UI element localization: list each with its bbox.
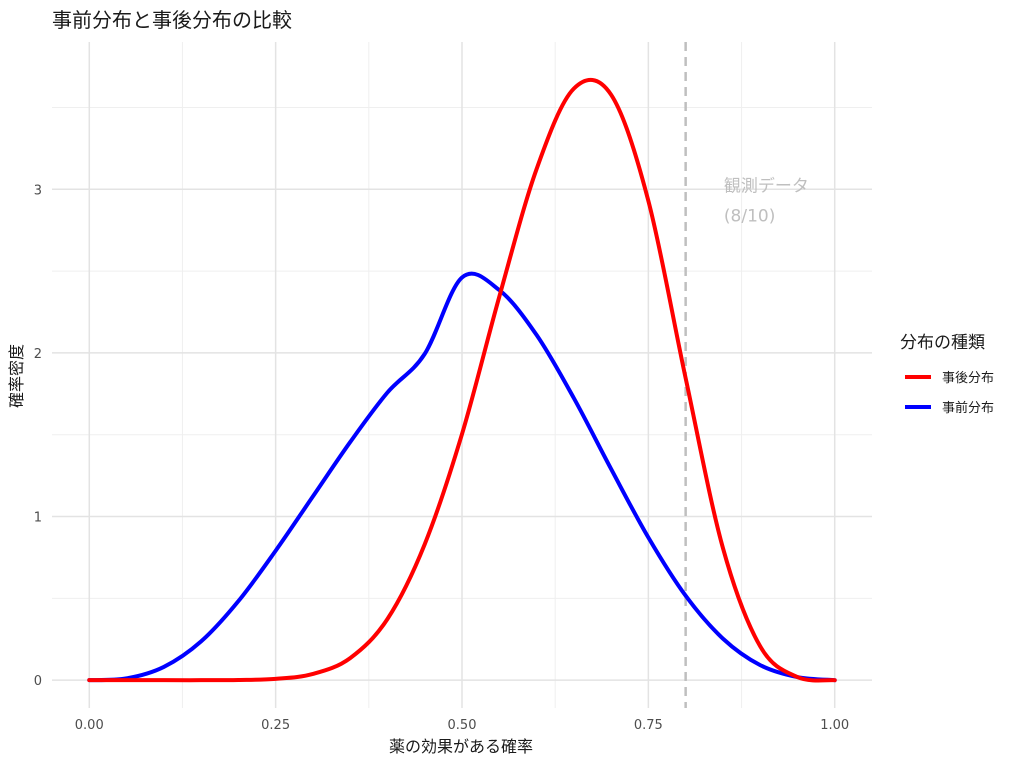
x-tick-label: 0.50 <box>448 718 477 733</box>
x-tick-label: 1.00 <box>820 718 849 733</box>
series-layer <box>87 77 837 683</box>
y-tick-label: 0 <box>34 674 42 689</box>
y-axis-ticks: 0 1 2 3 <box>34 183 42 689</box>
annotation-text: 観測データ (8/10) <box>724 175 809 226</box>
x-tick-label: 0.00 <box>75 718 104 733</box>
grid <box>52 42 872 708</box>
y-axis-label: 確率密度 <box>7 344 26 408</box>
x-axis-ticks: 0.00 0.25 0.50 0.75 1.00 <box>75 718 849 733</box>
legend: 分布の種類 事後分布 事前分布 <box>900 333 994 416</box>
x-axis-label: 薬の効果がある確率 <box>389 737 533 756</box>
x-tick-label: 0.75 <box>634 718 663 733</box>
chart-title: 事前分布と事後分布の比較 <box>52 8 292 32</box>
y-tick-label: 1 <box>34 511 42 526</box>
legend-label-posterior: 事後分布 <box>942 371 994 386</box>
annotation-line: (8/10) <box>724 206 775 226</box>
annotation-layer: 観測データ (8/10) <box>684 42 809 708</box>
series-line-prior <box>87 271 837 683</box>
y-tick-label: 2 <box>34 347 42 362</box>
legend-item-prior: 事前分布 <box>905 400 994 416</box>
legend-item-posterior: 事後分布 <box>905 371 994 386</box>
legend-title: 分布の種類 <box>900 333 985 353</box>
legend-label-prior: 事前分布 <box>942 400 994 416</box>
y-tick-label: 3 <box>34 183 42 198</box>
series-line-posterior <box>87 77 837 683</box>
x-tick-label: 0.25 <box>261 718 290 733</box>
annotation-line: 観測データ <box>724 175 809 196</box>
